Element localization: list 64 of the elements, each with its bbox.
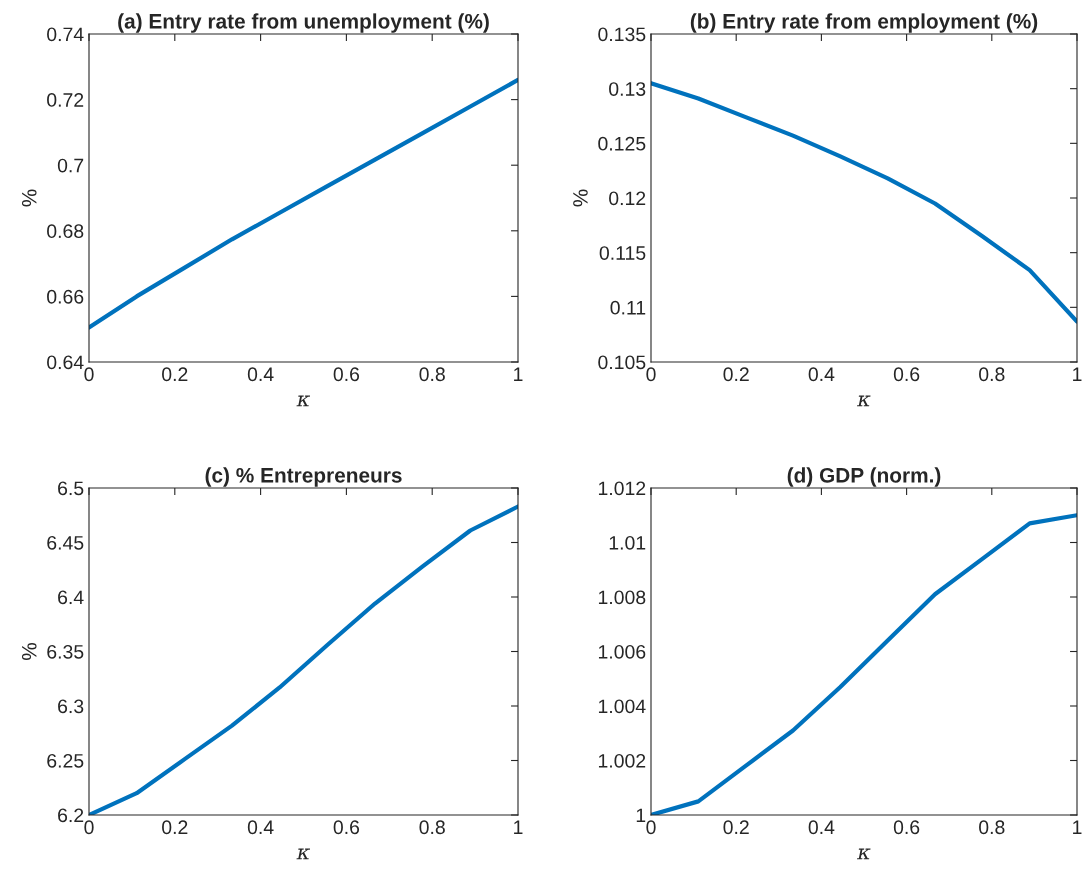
chart-title: (b) Entry rate from employment (%) (690, 13, 1038, 33)
x-tick-label: 1 (1073, 367, 1082, 381)
line-series (651, 81, 1077, 324)
x-tick-label: 0.2 (723, 367, 749, 382)
y-tick-label: 6.35 (47, 644, 84, 659)
x-tick-label: 0 (646, 820, 656, 835)
y-tick-label: 0.12 (609, 191, 646, 206)
x-tick-label: 0.2 (723, 820, 749, 835)
x-tick-label: 0 (84, 820, 94, 835)
x-tick-label: 0.8 (979, 367, 1005, 382)
y-tick-label: 1.01 (609, 535, 646, 550)
chart-title: (c) % Entrepreneurs (205, 467, 402, 487)
y-tick-label: 0.115 (599, 246, 646, 260)
y-axis-title: % (21, 189, 37, 207)
chart-title: (d) GDP (norm.) (787, 467, 941, 487)
x-tick-label: 0.4 (247, 367, 274, 382)
line-series (89, 77, 518, 330)
x-tick-label: 0.4 (808, 367, 835, 382)
y-tick-label: 6.5 (58, 481, 84, 496)
x-tick-label: 1 (514, 820, 523, 834)
x-tick-label: 0.6 (893, 367, 920, 382)
y-tick-label: 1.006 (598, 644, 646, 659)
chart-title: (a) Entry rate from unemployment (%) (118, 13, 489, 33)
x-axis-title: κ (296, 395, 311, 407)
x-tick-label: 0 (646, 367, 656, 382)
y-tick-label: 0.66 (47, 289, 84, 304)
y-tick-label: 6.4 (58, 590, 84, 605)
x-tick-label: 0.8 (419, 367, 445, 382)
y-tick-label: 6.45 (47, 535, 84, 550)
y-tick-label: 6.25 (47, 753, 84, 768)
y-tick-label: 0.7 (57, 158, 84, 173)
x-tick-label: 0.4 (808, 820, 835, 835)
y-tick-label: 0.105 (598, 355, 646, 370)
y-tick-label: 0.68 (47, 224, 84, 239)
y-tick-label: 0.64 (47, 355, 84, 370)
x-tick-label: 1 (1073, 820, 1082, 834)
y-axis-title: % (21, 642, 37, 661)
y-tick-label: 1.004 (598, 699, 646, 714)
y-tick-label: 0.13 (609, 82, 646, 96)
y-tick-label: 6.3 (58, 699, 84, 714)
x-axis-title: κ (856, 395, 871, 407)
x-tick-label: 0.6 (333, 367, 360, 382)
y-tick-label: 0.72 (47, 93, 84, 107)
x-tick-label: 0.8 (419, 820, 445, 835)
x-tick-label: 1 (514, 367, 523, 381)
y-tick-label: 1 (636, 808, 646, 823)
x-tick-label: 0 (84, 367, 94, 382)
y-tick-label: 6.2 (58, 808, 84, 823)
y-tick-label: 1.008 (598, 590, 646, 605)
y-tick-label: 1.002 (598, 753, 646, 768)
x-tick-label: 0.6 (333, 820, 360, 835)
y-tick-label: 0.125 (598, 136, 646, 151)
x-tick-label: 0.6 (893, 820, 920, 835)
y-tick-label: 0.11 (610, 300, 646, 315)
x-tick-label: 0.8 (979, 820, 1005, 835)
x-tick-label: 0.2 (162, 820, 188, 835)
y-tick-label: 0.74 (47, 27, 84, 42)
x-axis-title: κ (296, 848, 311, 860)
x-tick-label: 0.2 (162, 367, 188, 382)
x-tick-label: 0.4 (247, 820, 274, 835)
y-tick-label: 1.012 (598, 481, 646, 496)
y-tick-label: 0.135 (598, 27, 646, 42)
x-axis-title: κ (856, 848, 871, 860)
y-axis-title: % (573, 189, 588, 207)
